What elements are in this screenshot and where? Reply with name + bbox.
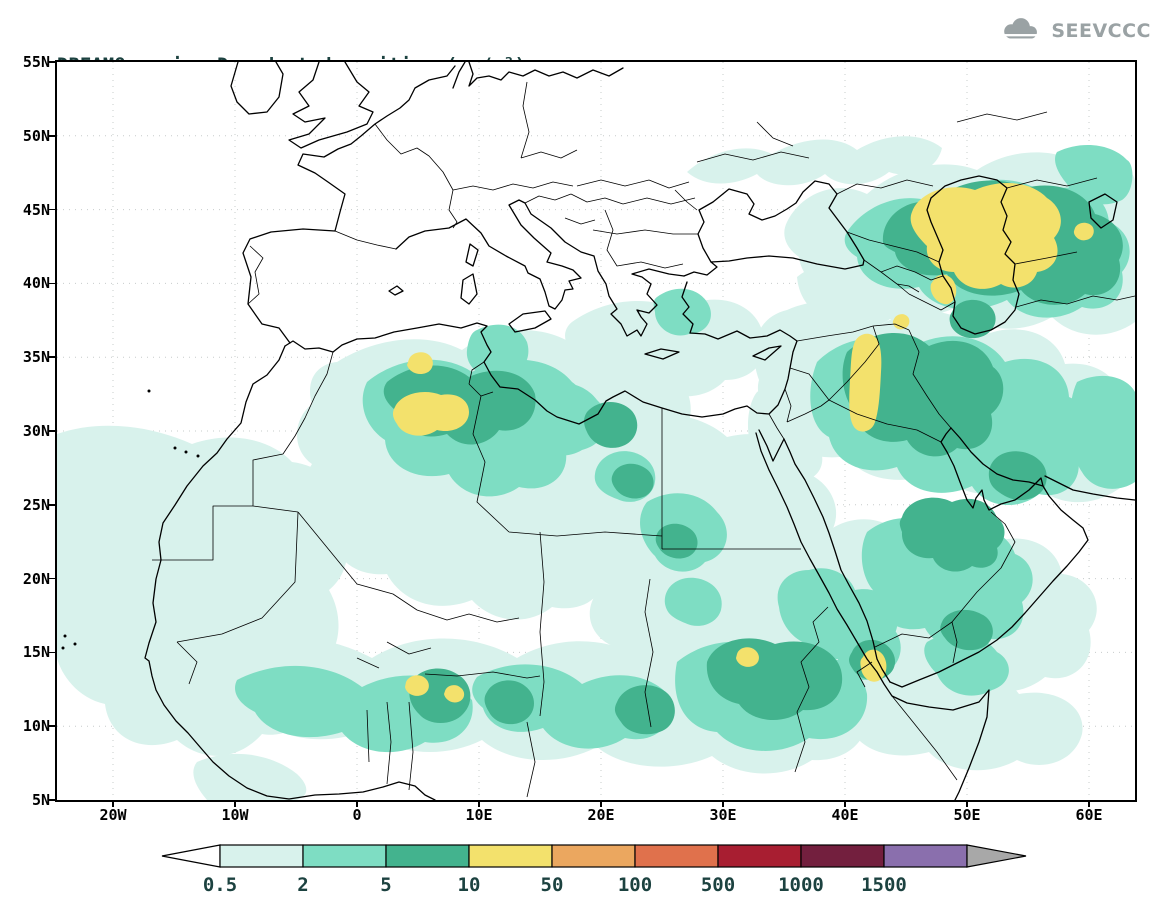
lat-label: 5N (31, 791, 50, 809)
axis-tick (48, 725, 55, 727)
colorbar-segment (883, 844, 968, 868)
small-islands (61, 389, 200, 650)
axis-tick (722, 800, 724, 807)
colorbar-label: 1000 (778, 874, 824, 896)
lat-label: 15N (22, 643, 50, 662)
lat-label: 55N (22, 53, 50, 71)
colorbar-segment (302, 844, 387, 868)
colorbar-label: 1500 (861, 874, 907, 896)
lon-label: 60E (1075, 806, 1103, 824)
country-borders (152, 81, 1135, 798)
lon-label: 10W (221, 806, 249, 824)
axis-tick (48, 799, 55, 801)
axis-tick (48, 282, 55, 285)
axis-tick (48, 356, 55, 358)
colorbar-segment (717, 844, 802, 868)
lat-label: 30N (22, 422, 50, 440)
axis-tick (48, 577, 55, 580)
lat-label: 25N (22, 495, 50, 514)
lat-label: 40N (22, 274, 50, 293)
lat-label: 10N (22, 717, 50, 736)
lon-label: 10E (465, 806, 493, 824)
axis-tick (48, 135, 55, 137)
lon-label: 20E (587, 806, 615, 824)
axis-tick (48, 504, 55, 506)
colorbar-label: 0.5 (202, 874, 238, 896)
axis-tick (1088, 800, 1090, 807)
seevccc-logo: SEEVCCC (998, 16, 1151, 45)
colorbar-label: 10 (457, 874, 481, 896)
axis-tick (48, 430, 55, 432)
axis-tick (844, 800, 846, 807)
lat-label: 45N (22, 200, 50, 219)
colorbar-segment (385, 844, 470, 868)
colorbar-segment (551, 844, 636, 868)
coastlines (61, 62, 1135, 800)
colorbar-left-arrow (161, 844, 221, 868)
lon-label: 0 (352, 806, 362, 824)
lon-label: 50E (953, 806, 981, 824)
colorbar-label: 5 (380, 874, 392, 896)
lon-label: 30E (709, 806, 737, 824)
map-canvas (57, 62, 1135, 800)
axis-tick (48, 61, 55, 63)
lat-label: 50N (22, 126, 50, 145)
colorbar-label: 2 (297, 874, 309, 896)
axis-tick (112, 800, 114, 807)
axis-tick (48, 208, 55, 211)
colorbar-segment (634, 844, 719, 868)
cloud-icon (1001, 18, 1040, 41)
lon-label: 40E (831, 806, 859, 824)
lat-label: 20N (22, 569, 50, 588)
axis-tick (478, 800, 480, 807)
logo-text: SEEVCCC (1051, 19, 1151, 42)
colorbar-label: 500 (700, 874, 736, 896)
colorbar-segment (468, 844, 553, 868)
axis-tick (600, 800, 602, 807)
map-frame (55, 60, 1137, 802)
colorbar-label: 50 (540, 874, 564, 896)
axis-tick (966, 800, 968, 807)
lon-label: 20W (99, 806, 127, 824)
lat-label: 35N (22, 348, 50, 367)
colorbar-right-arrow (966, 844, 1027, 868)
axis-tick (234, 800, 236, 807)
colorbar-label: 100 (617, 874, 653, 896)
colorbar-segment (800, 844, 885, 868)
colorbar-segment (219, 844, 304, 868)
axis-tick (356, 800, 358, 807)
axis-tick (48, 651, 55, 654)
colorbar-bar (161, 844, 1027, 868)
